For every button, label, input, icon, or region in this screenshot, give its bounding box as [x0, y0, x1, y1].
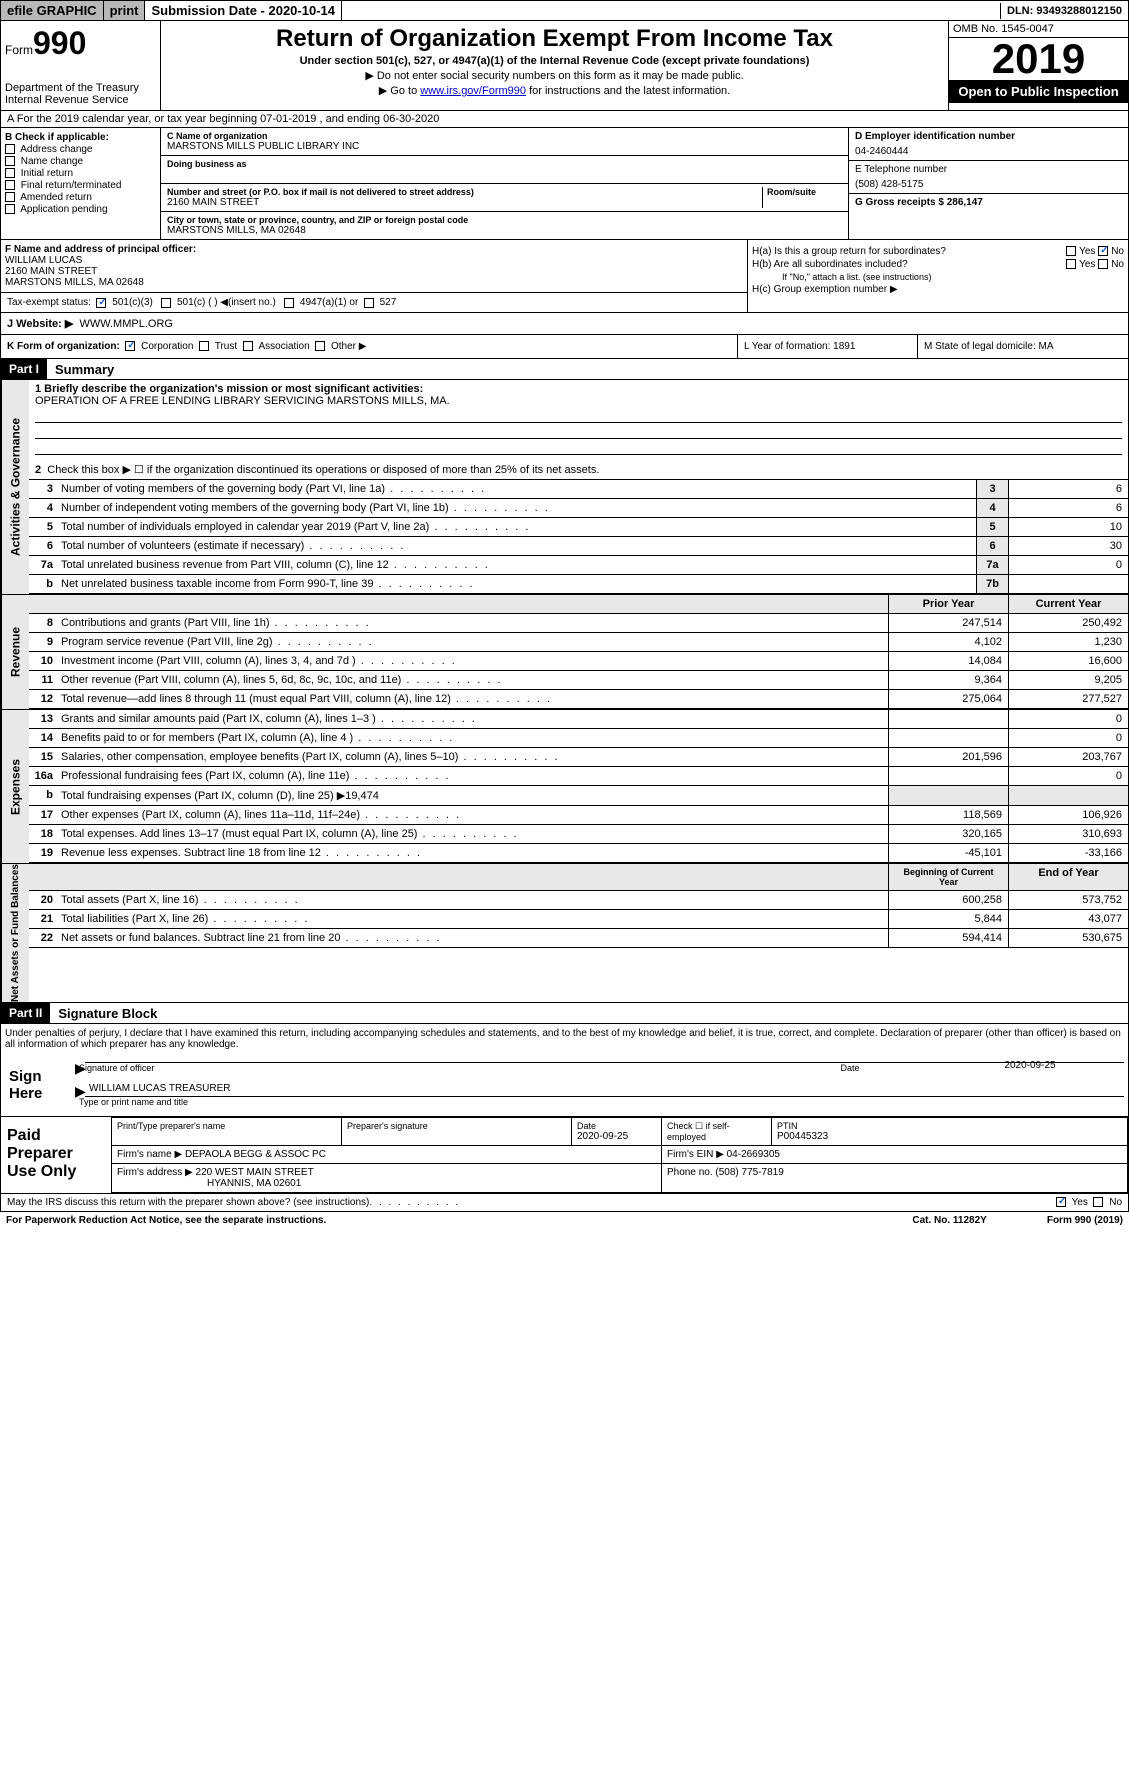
table-row: bTotal fundraising expenses (Part IX, co… — [29, 786, 1128, 806]
sidebar-revenue: Revenue — [1, 595, 29, 709]
m-col: M State of legal domicile: MA — [918, 335, 1128, 358]
instr-link[interactable]: www.irs.gov/Form990 — [420, 85, 526, 97]
check-option: Initial return — [5, 168, 156, 179]
part2-header: Part II Signature Block — [0, 1003, 1129, 1024]
table-row: 9Program service revenue (Part VIII, lin… — [29, 633, 1128, 652]
check-option: Amended return — [5, 192, 156, 203]
org-name: MARSTONS MILLS PUBLIC LIBRARY INC — [167, 141, 842, 152]
table-row: 21Total liabilities (Part X, line 26)5,8… — [29, 910, 1128, 929]
part1-header: Part I Summary — [0, 359, 1129, 380]
table-row: 4Number of independent voting members of… — [29, 499, 1128, 518]
netassets-section: Net Assets or Fund Balances Beginning of… — [0, 864, 1129, 1003]
governance-section: Activities & Governance 1 Briefly descri… — [0, 380, 1129, 595]
sidebar-governance: Activities & Governance — [1, 380, 29, 594]
discuss-row: May the IRS discuss this return with the… — [0, 1194, 1129, 1212]
bottom-row: For Paperwork Reduction Act Notice, see … — [0, 1212, 1129, 1229]
header: Form990 Department of the Treasury Inter… — [0, 21, 1129, 111]
officer-name: WILLIAM LUCAS TREASURER — [89, 1083, 231, 1094]
instr2: Go to www.irs.gov/Form990 for instructio… — [165, 84, 944, 97]
col-f: F Name and address of principal officer:… — [1, 240, 748, 312]
perjury-statement: Under penalties of perjury, I declare th… — [0, 1024, 1129, 1054]
check-option: Name change — [5, 156, 156, 167]
table-row: 10Investment income (Part VIII, column (… — [29, 652, 1128, 671]
dln: DLN: 93493288012150 — [1000, 3, 1128, 19]
org-city: MARSTONS MILLS, MA 02648 — [167, 225, 842, 236]
row-fhi: F Name and address of principal officer:… — [0, 240, 1129, 313]
table-row: 22Net assets or fund balances. Subtract … — [29, 929, 1128, 948]
klm-row: K Form of organization: Corporation Trus… — [0, 335, 1129, 359]
ein: 04-2460444 — [855, 146, 1122, 157]
main-title: Return of Organization Exempt From Incom… — [165, 25, 944, 53]
table-row: 3Number of voting members of the governi… — [29, 480, 1128, 499]
row-a: A For the 2019 calendar year, or tax yea… — [0, 111, 1129, 128]
efile-label: efile GRAPHIC — [1, 1, 104, 20]
table-row: 13Grants and similar amounts paid (Part … — [29, 710, 1128, 729]
tax-year: 2019 — [949, 38, 1128, 80]
revenue-section: Revenue Prior YearCurrent Year 8Contribu… — [0, 595, 1129, 710]
table-row: bNet unrelated business taxable income f… — [29, 575, 1128, 594]
top-bar: efile GRAPHIC print Submission Date - 20… — [0, 0, 1129, 21]
firm-phone: (508) 775-7819 — [715, 1167, 783, 1178]
table-row: 12Total revenue—add lines 8 through 11 (… — [29, 690, 1128, 709]
sidebar-expenses: Expenses — [1, 710, 29, 863]
right-box: OMB No. 1545-0047 2019 Open to Public In… — [948, 21, 1128, 110]
firm-name: DEPAOLA BEGG & ASSOC PC — [185, 1149, 326, 1160]
instr1: Do not enter social security numbers on … — [165, 69, 944, 82]
table-row: 11Other revenue (Part VIII, column (A), … — [29, 671, 1128, 690]
submission-date: Submission Date - 2020-10-14 — [145, 1, 342, 20]
website-url: WWW.MMPL.ORG — [79, 318, 173, 330]
print-button[interactable]: print — [104, 1, 146, 20]
form-box: Form990 Department of the Treasury Inter… — [1, 21, 161, 110]
paid-preparer: Paid Preparer Use Only Print/Type prepar… — [0, 1117, 1129, 1194]
table-row: 6Total number of volunteers (estimate if… — [29, 537, 1128, 556]
col-c: C Name of organizationMARSTONS MILLS PUB… — [161, 128, 848, 239]
expenses-section: Expenses 13Grants and similar amounts pa… — [0, 710, 1129, 864]
col-h: H(a) Is this a group return for subordin… — [748, 240, 1128, 312]
sidebar-netassets: Net Assets or Fund Balances — [1, 864, 29, 1002]
table-row: 14Benefits paid to or for members (Part … — [29, 729, 1128, 748]
table-row: 18Total expenses. Add lines 13–17 (must … — [29, 825, 1128, 844]
table-row: 7aTotal unrelated business revenue from … — [29, 556, 1128, 575]
table-row: 20Total assets (Part X, line 16)600,2585… — [29, 891, 1128, 910]
l-col: L Year of formation: 1891 — [738, 335, 918, 358]
mission-text: OPERATION OF A FREE LENDING LIBRARY SERV… — [35, 395, 450, 407]
table-row: 19Revenue less expenses. Subtract line 1… — [29, 844, 1128, 863]
col-d: D Employer identification number04-24604… — [848, 128, 1128, 239]
4947-checkbox[interactable] — [284, 298, 294, 308]
check-option: Address change — [5, 144, 156, 155]
table-row: 15Salaries, other compensation, employee… — [29, 748, 1128, 767]
table-row: 16aProfessional fundraising fees (Part I… — [29, 767, 1128, 786]
telephone: (508) 428-5175 — [855, 179, 1122, 190]
section-bcd: B Check if applicable: Address change Na… — [0, 128, 1129, 240]
title-box: Return of Organization Exempt From Incom… — [161, 21, 948, 110]
subtitle: Under section 501(c), 527, or 4947(a)(1)… — [165, 55, 944, 67]
check-option: Application pending — [5, 204, 156, 215]
sign-here: Sign Here ▶2020-09-25 Signature of offic… — [0, 1054, 1129, 1117]
gross-receipts: G Gross receipts $ 286,147 — [855, 197, 1122, 208]
table-row: 17Other expenses (Part IX, column (A), l… — [29, 806, 1128, 825]
department: Department of the Treasury Internal Reve… — [5, 82, 156, 106]
ptin: P00445323 — [777, 1131, 1122, 1142]
firm-ein: 04-2669305 — [727, 1149, 780, 1160]
check-option: Final return/terminated — [5, 180, 156, 191]
open-public: Open to Public Inspection — [949, 80, 1128, 103]
form-number: 990 — [33, 25, 86, 61]
org-address: 2160 MAIN STREET — [167, 197, 762, 208]
501c-checkbox[interactable] — [161, 298, 171, 308]
website-row: J Website: ▶ WWW.MMPL.ORG — [0, 313, 1129, 335]
k-col: K Form of organization: Corporation Trus… — [1, 335, 738, 358]
table-row: 5Total number of individuals employed in… — [29, 518, 1128, 537]
527-checkbox[interactable] — [364, 298, 374, 308]
table-row: 8Contributions and grants (Part VIII, li… — [29, 614, 1128, 633]
col-b: B Check if applicable: Address change Na… — [1, 128, 161, 239]
501c3-checkbox[interactable] — [96, 298, 106, 308]
